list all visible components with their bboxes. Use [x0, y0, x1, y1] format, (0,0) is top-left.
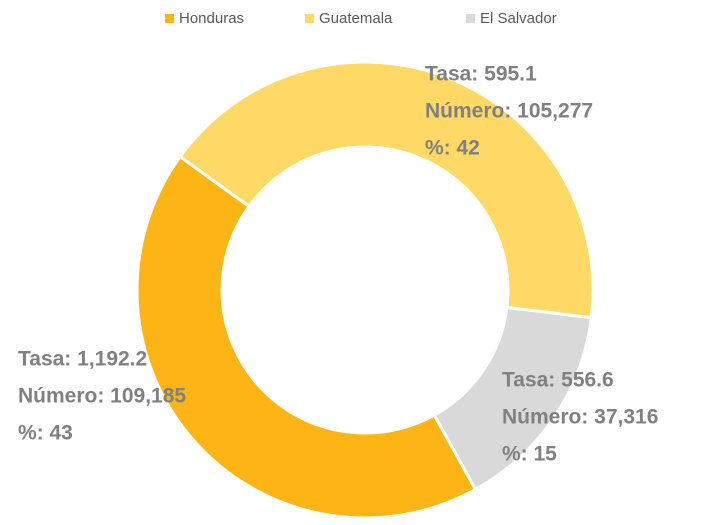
legend-label: Guatemala: [319, 10, 393, 27]
data-label: Tasa: 556.6: [502, 369, 614, 392]
data-label: Tasa: 1,192.2: [18, 348, 147, 371]
data-label: %: 42: [425, 137, 480, 160]
donut-slice: [432, 305, 593, 492]
data-label: %: 15: [502, 443, 557, 466]
data-label: Número: 105,277: [425, 100, 593, 123]
data-label: Número: 37,316: [502, 406, 658, 429]
data-label: %: 43: [18, 422, 73, 445]
legend-label: El Salvador: [480, 10, 557, 27]
legend-label: Honduras: [179, 10, 244, 27]
donut-slice: [135, 154, 478, 520]
legend-swatch: [305, 14, 314, 23]
donut-slice: [177, 60, 595, 320]
legend-swatch: [466, 14, 475, 23]
data-label: Número: 109,185: [18, 385, 186, 408]
data-label: Tasa: 595.1: [425, 63, 537, 86]
legend-swatch: [165, 14, 174, 23]
